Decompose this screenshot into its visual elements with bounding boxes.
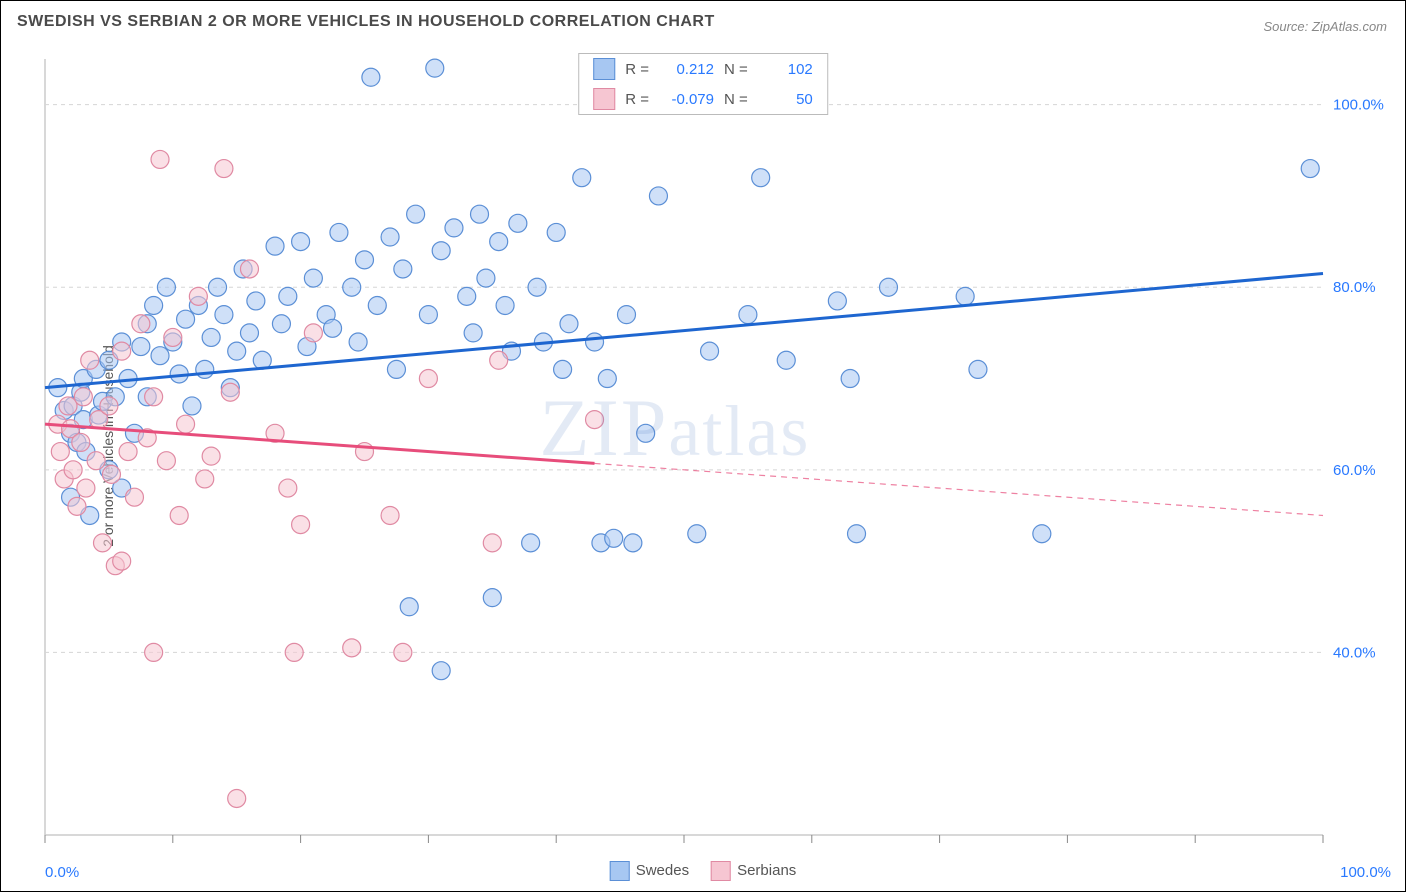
svg-text:80.0%: 80.0% [1333,279,1376,296]
stats-legend: R = 0.212 N = 102 R = -0.079 N = 50 [578,53,828,115]
source-label: Source: ZipAtlas.com [1263,19,1387,34]
stats-legend-row-swedes: R = 0.212 N = 102 [579,54,827,84]
n-label: N = [724,61,748,78]
swatch-serbians-icon [711,861,731,881]
swatch-swedes-icon [593,58,615,80]
r-label: R = [625,91,649,108]
legend-label-swedes: Swedes [636,862,689,879]
r-value-swedes: 0.212 [659,61,714,78]
svg-text:40.0%: 40.0% [1333,644,1376,661]
x-tick-label-min: 0.0% [45,864,79,881]
legend-label-serbians: Serbians [737,862,796,879]
swatch-swedes-icon [610,861,630,881]
series-legend: Swedes Serbians [610,861,797,881]
legend-item-swedes: Swedes [610,861,689,881]
stats-legend-row-serbians: R = -0.079 N = 50 [579,84,827,114]
x-tick-label-max: 100.0% [1340,864,1391,881]
legend-item-serbians: Serbians [711,861,796,881]
scatter-plot-svg: 40.0% 60.0% 80.0% 100.0% [41,49,1393,853]
n-value-serbians: 50 [758,91,813,108]
r-label: R = [625,61,649,78]
r-value-serbians: -0.079 [659,91,714,108]
n-label: N = [724,91,748,108]
plot-area: 40.0% 60.0% 80.0% 100.0% [41,49,1393,853]
swatch-serbians-icon [593,88,615,110]
n-value-swedes: 102 [758,61,813,78]
chart-title: SWEDISH VS SERBIAN 2 OR MORE VEHICLES IN… [17,13,715,31]
chart-container: SWEDISH VS SERBIAN 2 OR MORE VEHICLES IN… [0,0,1406,892]
svg-text:100.0%: 100.0% [1333,97,1384,114]
svg-text:60.0%: 60.0% [1333,462,1376,479]
